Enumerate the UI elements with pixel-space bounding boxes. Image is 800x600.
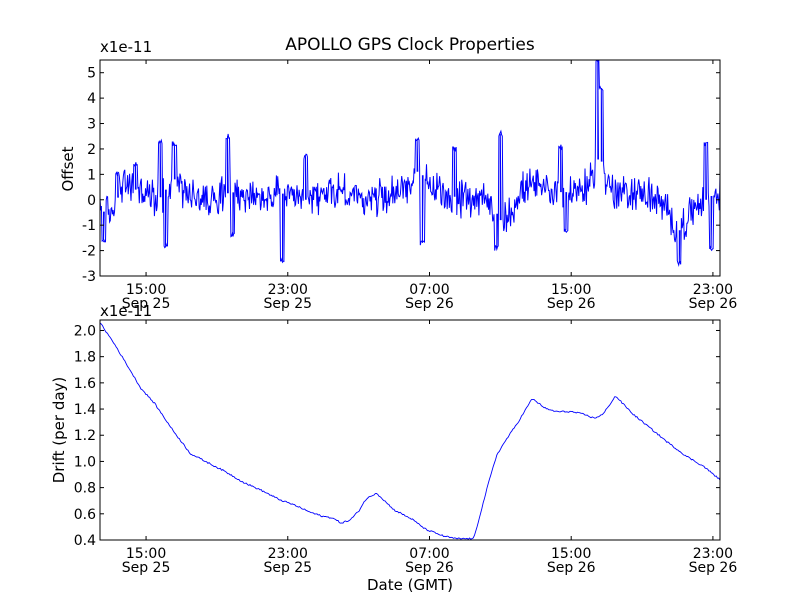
- drift-ytick-label: 0.6: [74, 507, 96, 523]
- drift-xtick-date-label: Sep 25: [263, 560, 312, 576]
- offset-ytick-label: 0: [87, 193, 96, 209]
- offset-ytick-label: 4: [87, 91, 96, 107]
- offset-axes-frame: [99, 59, 721, 277]
- drift-ytick-label: 0.4: [74, 533, 96, 549]
- drift-xtick-time-label: 23:00: [268, 546, 308, 562]
- drift-xtick-date-label: Sep 26: [547, 560, 596, 576]
- drift-ytick-label: 2.0: [74, 323, 96, 339]
- offset-xtick-time-label: 15:00: [126, 282, 166, 298]
- offset-xtick-time-label: 23:00: [693, 282, 733, 298]
- drift-series-line: [100, 322, 720, 540]
- drift-xtick-time-label: 07:00: [409, 546, 449, 562]
- offset-exponent-label: x1e-11: [100, 38, 152, 56]
- drift-ytick-label: 1.2: [74, 428, 96, 444]
- drift-xtick-time-label: 15:00: [126, 546, 166, 562]
- offset-ytick-label: -1: [82, 218, 96, 234]
- figure-title: APOLLO GPS Clock Properties: [285, 35, 535, 55]
- drift-ytick-label: 1.8: [74, 350, 96, 366]
- offset-ytick-label: -2: [82, 244, 96, 260]
- offset-ytick-label: -3: [82, 269, 96, 285]
- drift-xtick-date-label: Sep 26: [405, 560, 454, 576]
- offset-xtick-date-label: Sep 25: [263, 296, 312, 312]
- offset-xtick-date-label: Sep 25: [122, 296, 171, 312]
- offset-xtick-date-label: Sep 26: [405, 296, 454, 312]
- offset-ytick-label: 3: [87, 117, 96, 133]
- offset-y-axis-label: Offset: [59, 146, 77, 191]
- drift-ytick-label: 1.6: [74, 376, 96, 392]
- drift-xtick-date-label: Sep 26: [689, 560, 738, 576]
- offset-xtick-date-label: Sep 26: [689, 296, 738, 312]
- offset-xtick-time-label: 15:00: [551, 282, 591, 298]
- offset-xtick-time-label: 23:00: [268, 282, 308, 298]
- drift-axes-frame: [99, 319, 721, 541]
- offset-ytick-label: 2: [87, 142, 96, 158]
- offset-series-line: [100, 60, 720, 267]
- drift-y-axis-label: Drift (per day): [50, 377, 68, 484]
- drift-ytick-label: 0.8: [74, 481, 96, 497]
- drift-xtick-date-label: Sep 25: [122, 560, 171, 576]
- offset-ytick-label: 5: [87, 66, 96, 82]
- drift-ytick-label: 1.4: [74, 402, 96, 418]
- offset-xtick-time-label: 07:00: [409, 282, 449, 298]
- offset-xtick-date-label: Sep 26: [547, 296, 596, 312]
- drift-ytick-label: 1.0: [74, 454, 96, 470]
- offset-ytick-label: 1: [87, 167, 96, 183]
- drift-xtick-time-label: 15:00: [551, 546, 591, 562]
- drift-panel: x1e-11 Drift (per day) 0.4 0.6 0.8 1.0 1.2 1.…: [50, 302, 737, 576]
- drift-xtick-time-label: 23:00: [693, 546, 733, 562]
- x-axis-label: Date (GMT): [367, 576, 453, 594]
- drift-exponent-label: x1e-11: [100, 302, 152, 320]
